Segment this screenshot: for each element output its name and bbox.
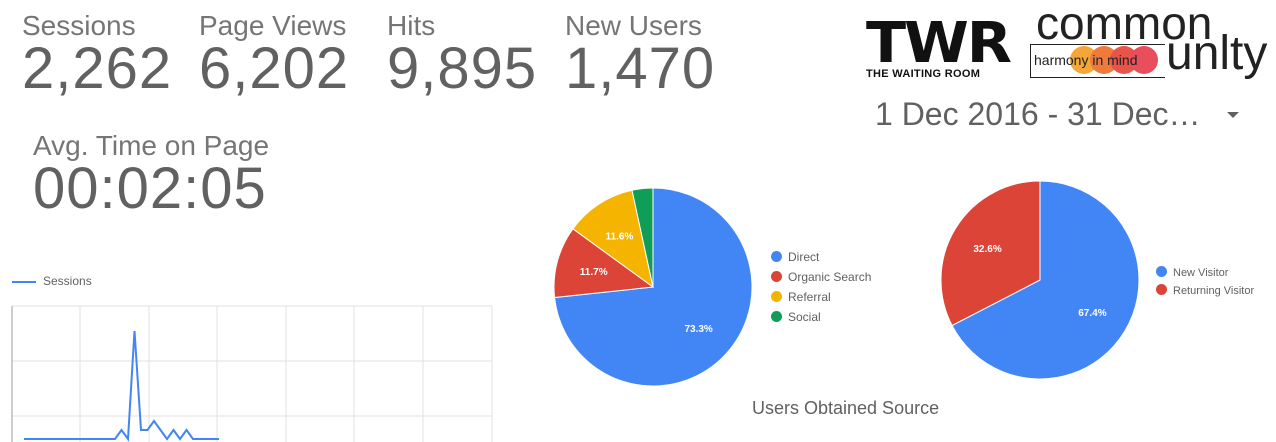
metric-label: Page Views — [199, 10, 347, 41]
legend-label: Referral — [788, 290, 831, 304]
metric-sessions: Sessions 2,262 — [22, 12, 172, 98]
legend-label: New Visitor — [1173, 267, 1229, 279]
line-chart-legend-label: Sessions — [43, 274, 92, 288]
common-unity-logo: common harmony in mind unlty — [1030, 0, 1270, 84]
legend-dot — [771, 311, 782, 322]
pie-slice-label: 67.4% — [1078, 308, 1106, 319]
metric-value: 2,262 — [22, 36, 173, 101]
metric-value: 00:02:05 — [33, 156, 267, 221]
source-pie-chart: 73.3% 11.7% 11.6% — [553, 187, 753, 387]
metric-avg-time: Avg. Time on Page 00:02:05 — [33, 132, 269, 218]
sessions-series-line — [24, 330, 219, 442]
source-pie-title: Users Obtained Source — [752, 398, 940, 418]
metric-hits: Hits 9,895 — [387, 12, 537, 98]
legend-label: Organic Search — [788, 270, 872, 284]
common-unity-logo-dots — [1070, 46, 1166, 74]
legend-line-swatch — [12, 281, 36, 283]
legend-item-direct: Direct — [771, 250, 819, 264]
legend-dot — [1156, 284, 1167, 295]
legend-label: Direct — [788, 250, 820, 264]
metric-label: Avg. Time on Page — [33, 130, 270, 161]
legend-dot — [1156, 266, 1167, 277]
metric-value: 1,470 — [565, 36, 716, 101]
pie-slice-organic-search — [553, 228, 655, 299]
metric-value: 6,202 — [199, 36, 350, 101]
metric-label: Hits — [387, 10, 436, 41]
legend-dot — [771, 251, 782, 262]
common-unity-logo-bottom: unlty — [1166, 27, 1268, 80]
pie-slice-referral — [572, 189, 654, 289]
legend-item-new-visitor: New Visitor — [1156, 266, 1228, 280]
legend-item-social: Social — [771, 310, 821, 324]
pie-slice-returning-visitor — [940, 180, 1041, 327]
metric-new-users: New Users 1,470 — [565, 12, 715, 98]
legend-item-returning-visitor: Returning Visitor — [1156, 284, 1254, 298]
metric-value: 9,895 — [387, 36, 538, 101]
metric-label: Sessions — [22, 10, 136, 41]
legend-dot — [771, 291, 782, 302]
common-unity-logo-frame — [1030, 44, 1165, 78]
legend-label: Returning Visitor — [1173, 285, 1255, 297]
twr-logo-mark: TWR — [866, 11, 1012, 76]
pie-slice-label: 11.7% — [580, 267, 608, 278]
twr-logo-subtitle: THE WAITING ROOM — [866, 68, 981, 80]
chevron-down-icon[interactable] — [1227, 112, 1239, 118]
legend-item-organic-search: Organic Search — [771, 270, 871, 284]
legend-label: Social — [788, 310, 821, 324]
date-range-selector[interactable]: 1 Dec 2016 - 31 Dec… — [875, 96, 1201, 132]
pie-slice-social — [631, 187, 654, 288]
visitor-pie-chart: 67.4% 32.6% — [940, 180, 1140, 380]
pie-slice-label: 73.3% — [684, 324, 712, 335]
metric-label: New Users — [565, 10, 702, 41]
legend-dot — [771, 271, 782, 282]
pie-slice-label: 32.6% — [973, 244, 1001, 255]
common-unity-logo-top: common — [1036, 0, 1213, 49]
common-unity-logo-tagline: harmony in mind — [1034, 52, 1138, 68]
sessions-line-chart — [11, 305, 493, 442]
pie-slice-label: 11.6% — [606, 232, 634, 243]
metric-page-views: Page Views 6,202 — [199, 12, 349, 98]
twr-logo: TWR THE WAITING ROOM — [866, 14, 1012, 84]
pie-slice-new-visitor — [951, 180, 1140, 380]
legend-item-referral: Referral — [771, 290, 831, 304]
